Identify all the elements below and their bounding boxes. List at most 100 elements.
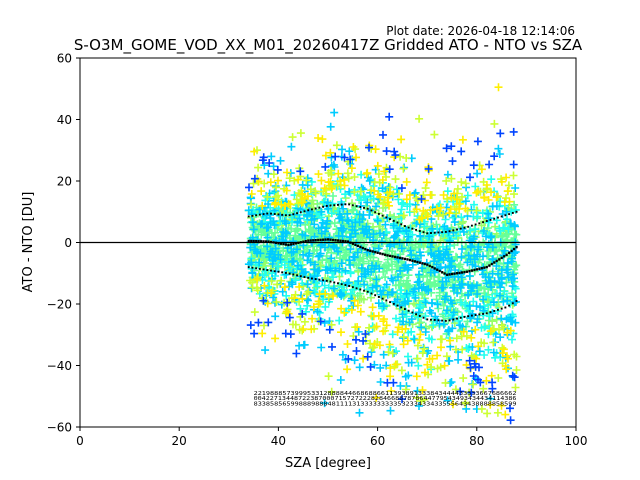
curve-point	[456, 228, 458, 231]
mean-point	[289, 243, 292, 246]
mean-point	[346, 240, 350, 243]
curve-point	[381, 297, 384, 300]
chart-title: S-O3M_GOME_VOD_XX_M01_20260417Z Gridded …	[74, 36, 583, 55]
curve-point	[467, 315, 470, 318]
mean-point	[433, 267, 436, 270]
y-tick-label: −20	[47, 298, 72, 312]
lower-sigma-curve	[247, 266, 518, 322]
curve-point	[500, 307, 503, 310]
mean-point	[341, 239, 345, 243]
mean-point	[294, 242, 297, 245]
curve-point	[344, 284, 347, 286]
curve-point	[284, 271, 287, 274]
mean-point	[299, 241, 302, 244]
x-tick-label: 40	[271, 434, 286, 448]
curve-point	[262, 268, 265, 271]
curve-point	[482, 312, 484, 315]
curve-point	[322, 279, 325, 282]
mean-point	[455, 272, 459, 275]
mean-point	[389, 254, 392, 258]
curve-point	[351, 286, 354, 289]
curve-point	[433, 319, 436, 321]
curve-point	[441, 319, 444, 322]
mean-point	[336, 239, 340, 242]
curve-point	[400, 223, 403, 226]
mean-point	[398, 256, 402, 260]
curve-point	[448, 230, 451, 233]
curve-point	[348, 203, 351, 206]
mean-point	[307, 239, 310, 242]
curve-point	[325, 279, 328, 282]
curve-point	[281, 213, 284, 216]
mean-point	[396, 256, 399, 259]
mean-point	[255, 239, 258, 243]
curve-point	[496, 308, 499, 311]
mean-point	[371, 250, 374, 253]
curve-point	[277, 213, 280, 216]
curve-point	[281, 271, 284, 274]
mean-point	[376, 251, 379, 255]
curve-point	[489, 311, 492, 314]
curve-point	[478, 222, 481, 225]
curve-point	[403, 225, 406, 227]
mean-point	[480, 267, 483, 270]
curve-point	[422, 231, 425, 234]
mean-point	[453, 272, 456, 275]
curve-point	[314, 278, 317, 281]
curve-point	[325, 204, 328, 207]
mean-point	[468, 269, 471, 273]
curve-point	[411, 227, 414, 230]
curve-point	[493, 217, 496, 220]
y-axis: −60 −40 −20 0 20 40 60	[47, 52, 80, 435]
curve-point	[299, 275, 302, 278]
scatter-series	[244, 108, 520, 417]
curve-point	[467, 225, 470, 228]
bin-count-row: 0042271344872238700071572722282846688787…	[254, 396, 517, 402]
mean-point	[274, 241, 278, 245]
mean-point	[269, 240, 273, 244]
curve-point	[444, 319, 447, 322]
curve-point	[292, 213, 295, 216]
mean-point	[508, 251, 511, 255]
mean-point	[374, 250, 377, 254]
curve-point	[303, 210, 306, 213]
curve-point	[441, 231, 444, 234]
mean-point	[364, 247, 367, 251]
curve-point	[389, 218, 391, 221]
mean-point	[393, 255, 397, 259]
mean-point	[498, 258, 501, 261]
curve-point	[400, 306, 403, 309]
curve-point	[437, 319, 440, 322]
mean-point	[379, 252, 382, 255]
mean-point	[505, 253, 508, 256]
curve-point	[273, 270, 276, 273]
curve-point	[456, 317, 458, 320]
mean-point	[493, 261, 496, 264]
curve-point	[511, 212, 514, 214]
mean-point	[500, 256, 503, 260]
curve-point	[314, 207, 317, 210]
mean-point	[475, 268, 478, 271]
mean-point	[441, 271, 444, 274]
curve-point	[296, 212, 298, 215]
mean-point	[265, 240, 268, 243]
curve-point	[385, 299, 388, 302]
curve-point	[485, 220, 488, 222]
curve-point	[403, 308, 406, 310]
mean-point	[478, 267, 481, 271]
mean-point	[416, 260, 419, 264]
y-tick-label: 60	[57, 52, 72, 66]
curve-point	[348, 285, 351, 287]
y-tick-label: −60	[47, 421, 72, 435]
y-tick-label: 40	[57, 113, 72, 127]
mean-point	[386, 254, 389, 257]
curve-point	[288, 272, 291, 275]
curve-point	[493, 310, 496, 312]
mean-point	[488, 264, 491, 267]
curve-point	[366, 290, 369, 293]
mean-point	[309, 239, 312, 242]
mean-point	[426, 263, 429, 266]
mean-point	[331, 238, 335, 242]
curve-point	[389, 301, 391, 304]
mean-point	[443, 272, 446, 275]
